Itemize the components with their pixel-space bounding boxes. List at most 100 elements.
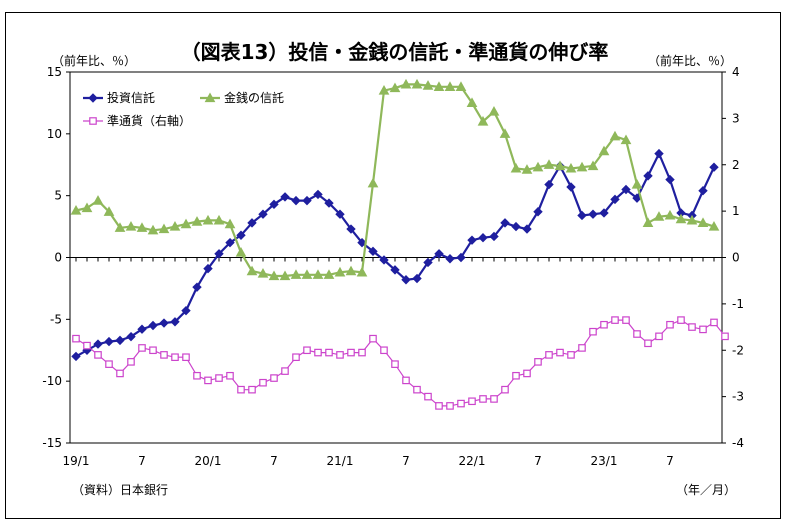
series-1-point: [312, 269, 324, 279]
left-tick-label: 15: [47, 65, 62, 79]
series-0-point: [104, 336, 114, 347]
series-2-point: [193, 371, 201, 380]
series-1-point: [400, 78, 412, 89]
x-tick-label: 22/1: [459, 454, 486, 468]
series-1-point: [708, 221, 720, 231]
legend-label: 準通貨（右軸）: [107, 113, 191, 128]
series-0-point: [203, 263, 213, 274]
series-1-point: [499, 128, 511, 138]
series-2-point: [171, 353, 179, 362]
series-2-point: [435, 402, 443, 410]
series-2-point: [600, 320, 608, 329]
series-0-point: [170, 317, 180, 327]
series-1-point: [389, 82, 401, 93]
series-0-point: [698, 186, 708, 196]
series-1-point: [356, 266, 368, 277]
series-0-point: [621, 184, 631, 195]
series-0-point: [709, 162, 719, 172]
series-0-point: [368, 246, 378, 257]
series-2-point: [204, 376, 212, 385]
series-0-point: [423, 257, 433, 268]
series-2-point: [710, 318, 718, 327]
series-line-2: [75, 319, 726, 407]
series-2-point: [138, 344, 146, 352]
series-2-point: [688, 323, 696, 331]
series-0-point: [335, 209, 345, 219]
series-2-point: [545, 351, 553, 359]
series-2-point: [523, 369, 531, 378]
series-2-point: [127, 358, 135, 366]
series-1-point: [257, 268, 269, 278]
series-0-point: [566, 182, 576, 192]
series-2-point: [578, 344, 586, 352]
chart-frame: [5, 12, 781, 519]
series-0-point: [291, 195, 301, 206]
series-0-point: [511, 221, 521, 232]
series-1-point: [444, 81, 456, 91]
series-0-point: [478, 233, 488, 243]
series-1-point: [686, 214, 698, 225]
series-2-point: [336, 351, 344, 359]
series-0-point: [214, 249, 224, 259]
series-1-point: [158, 223, 170, 234]
x-tick-label: 7: [138, 454, 146, 468]
series-2-point: [380, 346, 388, 355]
left-tick-label: 10: [47, 127, 62, 141]
right-tick-label: 0: [732, 251, 740, 265]
series-2-point: [281, 367, 289, 375]
series-2-point: [259, 378, 267, 387]
right-tick-label: 2: [732, 158, 740, 172]
series-0-point: [71, 351, 81, 362]
series-2-point: [468, 397, 476, 406]
series-2-point: [490, 395, 498, 403]
series-2-point: [457, 399, 465, 408]
legend-marker: [204, 92, 216, 103]
right-tick-label: 3: [732, 111, 740, 125]
series-2-point: [182, 353, 190, 362]
series-2-point: [325, 348, 333, 357]
series-0-point: [379, 255, 389, 265]
series-2-point: [567, 351, 575, 359]
series-2-point: [424, 392, 432, 401]
series-2-point: [479, 395, 487, 403]
legend-marker: [89, 117, 97, 125]
series-2-point: [721, 332, 729, 341]
series-1-point: [290, 269, 302, 279]
series-0-point: [159, 318, 169, 328]
series-1-point: [114, 222, 126, 232]
series-0-point: [93, 339, 103, 349]
series-2-point: [303, 346, 311, 355]
series-0-point: [654, 148, 664, 159]
series-0-point: [126, 331, 136, 342]
series-1-point: [433, 81, 445, 91]
series-1-point: [675, 213, 687, 224]
series-1-point: [587, 160, 599, 171]
series-2-point: [644, 339, 652, 348]
series-1-point: [367, 177, 379, 188]
series-0-point: [434, 249, 444, 259]
series-0-point: [588, 209, 598, 219]
series-2-point: [402, 376, 410, 385]
series-1-point: [191, 216, 203, 226]
series-1-point: [455, 81, 467, 91]
series-2-point: [292, 353, 300, 362]
series-1-point: [147, 224, 159, 235]
series-1-point: [323, 269, 335, 279]
series-0-point: [313, 189, 323, 200]
series-1-point: [202, 214, 214, 225]
right-tick-label: 4: [732, 65, 740, 79]
series-2-point: [512, 371, 520, 380]
right-tick-label: -3: [732, 390, 744, 404]
x-tick-label: 7: [402, 454, 410, 468]
right-tick-label: 1: [732, 204, 740, 218]
series-1-point: [345, 265, 357, 276]
series-1-point: [378, 85, 390, 95]
series-2-point: [501, 385, 509, 394]
series-2-point: [72, 334, 80, 343]
series-1-point: [70, 204, 82, 215]
series-2-point: [699, 325, 707, 334]
series-0-point: [357, 237, 367, 248]
series-1-point: [81, 202, 93, 213]
series-1-point: [565, 162, 577, 173]
